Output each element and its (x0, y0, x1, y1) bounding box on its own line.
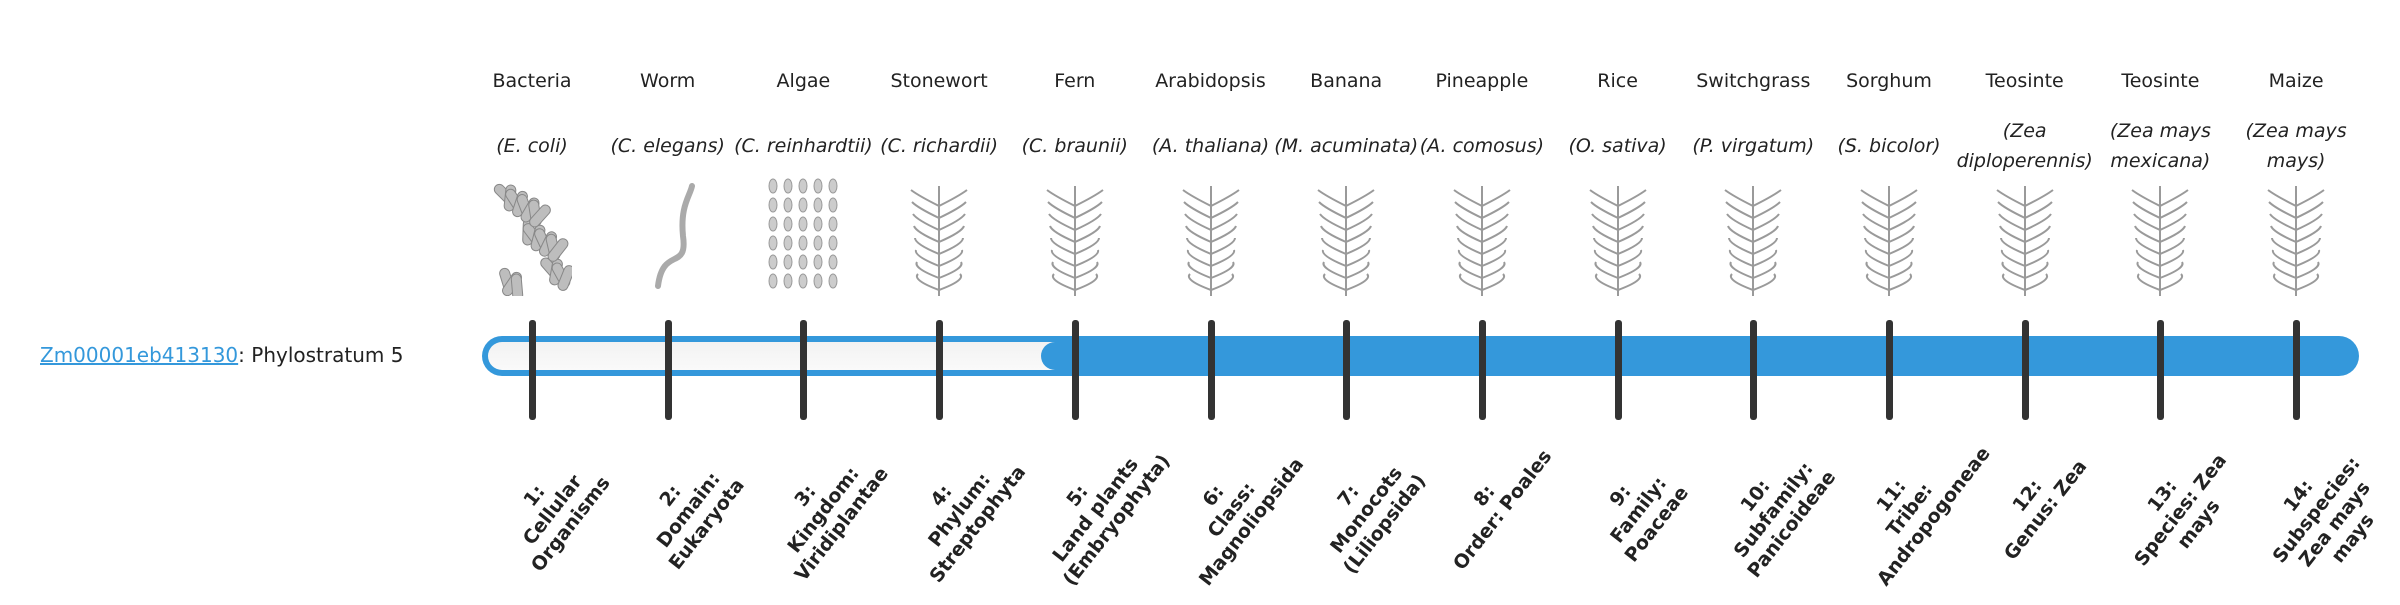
organism-common-name: Stonewort (890, 70, 988, 92)
organism-latin-name: (C. richardii) (865, 110, 1013, 182)
stonewort-illustration (899, 176, 979, 296)
organism-latin-name: (P. virgatum) (1679, 110, 1827, 182)
organism-latin-name: (E. coli) (458, 110, 606, 182)
banana-illustration (1306, 176, 1386, 296)
organism-common-name: Algae (776, 70, 831, 92)
latin-text: (Zea mays mays) (2245, 120, 2347, 172)
stratum-tick (2293, 320, 2301, 420)
bacteria-illustration (492, 176, 575, 301)
latin-text: (E. coli) (496, 135, 568, 157)
maize-illustration (2256, 176, 2336, 296)
stratum-tick (1207, 320, 1215, 420)
fern-illustration (1035, 176, 1115, 296)
algae-illustration (763, 176, 843, 296)
organism-common-name: Banana (1310, 70, 1383, 92)
organism-latin-name: (A. comosus) (1408, 110, 1556, 182)
organism-latin-name: (A. thaliana) (1137, 110, 1285, 182)
latin-text: (Zea mays mexicana) (2109, 120, 2211, 172)
organism-latin-name: (C. braunii) (1001, 110, 1149, 182)
organism-common-name: Teosinte (1985, 70, 2064, 92)
arabidopsis-illustration (1171, 176, 1251, 296)
latin-text: (C. richardii) (880, 135, 998, 157)
organism-latin-name: (C. elegans) (594, 110, 742, 182)
latin-text: (P. virgatum) (1692, 135, 1815, 157)
stratum-label: 5: Land plants (Embryophyta) (1022, 430, 1174, 591)
organism-latin-name: (Zea diploperennis) (1951, 110, 2099, 182)
stratum-tick (664, 320, 672, 420)
latin-text: (M. acuminata) (1274, 135, 1419, 157)
organism-common-name: Sorghum (1846, 70, 1932, 92)
gene-label: Zm00001eb413130: Phylostratum 5 (40, 340, 403, 370)
organism-latin-name: (S. bicolor) (1815, 110, 1963, 182)
stratum-tick (1614, 320, 1622, 420)
latin-text: (C. braunii) (1021, 135, 1128, 157)
pineapple-illustration (1442, 176, 1522, 296)
latin-text: (O. sativa) (1568, 135, 1667, 157)
stratum-label: 14: Subspecies: Zea mays mays (2244, 430, 2400, 605)
latin-text: (Zea diploperennis) (1956, 120, 2093, 172)
stratum-label: 7: Monocots (Liliopsida) (1294, 430, 1441, 591)
stratum-tick (1478, 320, 1486, 420)
latin-text: (C. reinhardtii) (734, 135, 873, 157)
stratum-tick (936, 320, 944, 420)
organism-latin-name: (O. sativa) (1544, 110, 1692, 182)
latin-text: (S. bicolor) (1837, 135, 1941, 157)
organism-latin-name: (C. reinhardtii) (729, 110, 877, 182)
phylostratum-bar (482, 336, 2359, 376)
bar-unfilled-segment (488, 342, 1069, 370)
organism-common-name: Fern (1054, 70, 1096, 92)
organism-common-name: Rice (1597, 70, 1638, 92)
phylostratum-text: : Phylostratum 5 (238, 343, 404, 367)
latin-text: (A. comosus) (1419, 135, 1545, 157)
stratum-label: 13: Species: Zea mays (2108, 430, 2255, 591)
switchgrass-illustration (1713, 176, 1793, 296)
stratum-label: 2: Domain: Eukaryota (615, 430, 762, 591)
teosinte-illustration (1985, 176, 2065, 296)
organism-common-name: Pineapple (1435, 70, 1529, 92)
stratum-tick (2157, 320, 2165, 420)
gene-id-link[interactable]: Zm00001eb413130 (40, 343, 239, 367)
stratum-tick (1886, 320, 1893, 420)
worm-illustration (628, 176, 708, 296)
organism-latin-name: (Zea mays mexicana) (2086, 110, 2234, 182)
stratum-label: 8: Order: Poales (1430, 430, 1559, 577)
organism-latin-name: (Zea mays mays) (2222, 110, 2370, 182)
stratum-label: 3: Kingdom: Viridiplantae (751, 430, 898, 591)
latin-text: (A. thaliana) (1151, 135, 1270, 157)
stratum-label: 11: Tribe: Andropogoneae (1837, 430, 1994, 591)
stratum-tick (800, 320, 808, 420)
teosinte-illustration (2120, 176, 2200, 296)
rice-illustration (1578, 176, 1658, 296)
organism-common-name: Bacteria (492, 70, 572, 92)
stratum-label: 12: Genus: Zea (1972, 430, 2101, 577)
stratum-label: 10: Subfamily: Panicoideae (1701, 430, 1848, 591)
stratum-tick (1071, 320, 1079, 420)
stratum-label: 6: Class: Magnoliopsida (1158, 430, 1307, 591)
organism-latin-name: (M. acuminata) (1272, 110, 1420, 182)
organism-common-name: Teosinte (2121, 70, 2200, 92)
stratum-label: 1: Cellular Organisms (480, 430, 627, 591)
organism-common-name: Arabidopsis (1155, 70, 1266, 92)
stratum-label: 9: Family: Poaceae (1565, 430, 1712, 591)
organism-common-name: Worm (640, 70, 696, 92)
stratum-label: 4: Phylum: Streptophyta (887, 430, 1034, 591)
organism-common-name: Maize (2268, 70, 2324, 92)
organism-common-name: Switchgrass (1696, 70, 1811, 92)
sorghum-illustration (1849, 176, 1929, 296)
stratum-tick (2021, 320, 2029, 420)
latin-text: (C. elegans) (610, 135, 725, 157)
stratum-tick (1343, 320, 1351, 420)
stratum-tick (529, 320, 536, 420)
stratum-tick (1750, 320, 1758, 420)
